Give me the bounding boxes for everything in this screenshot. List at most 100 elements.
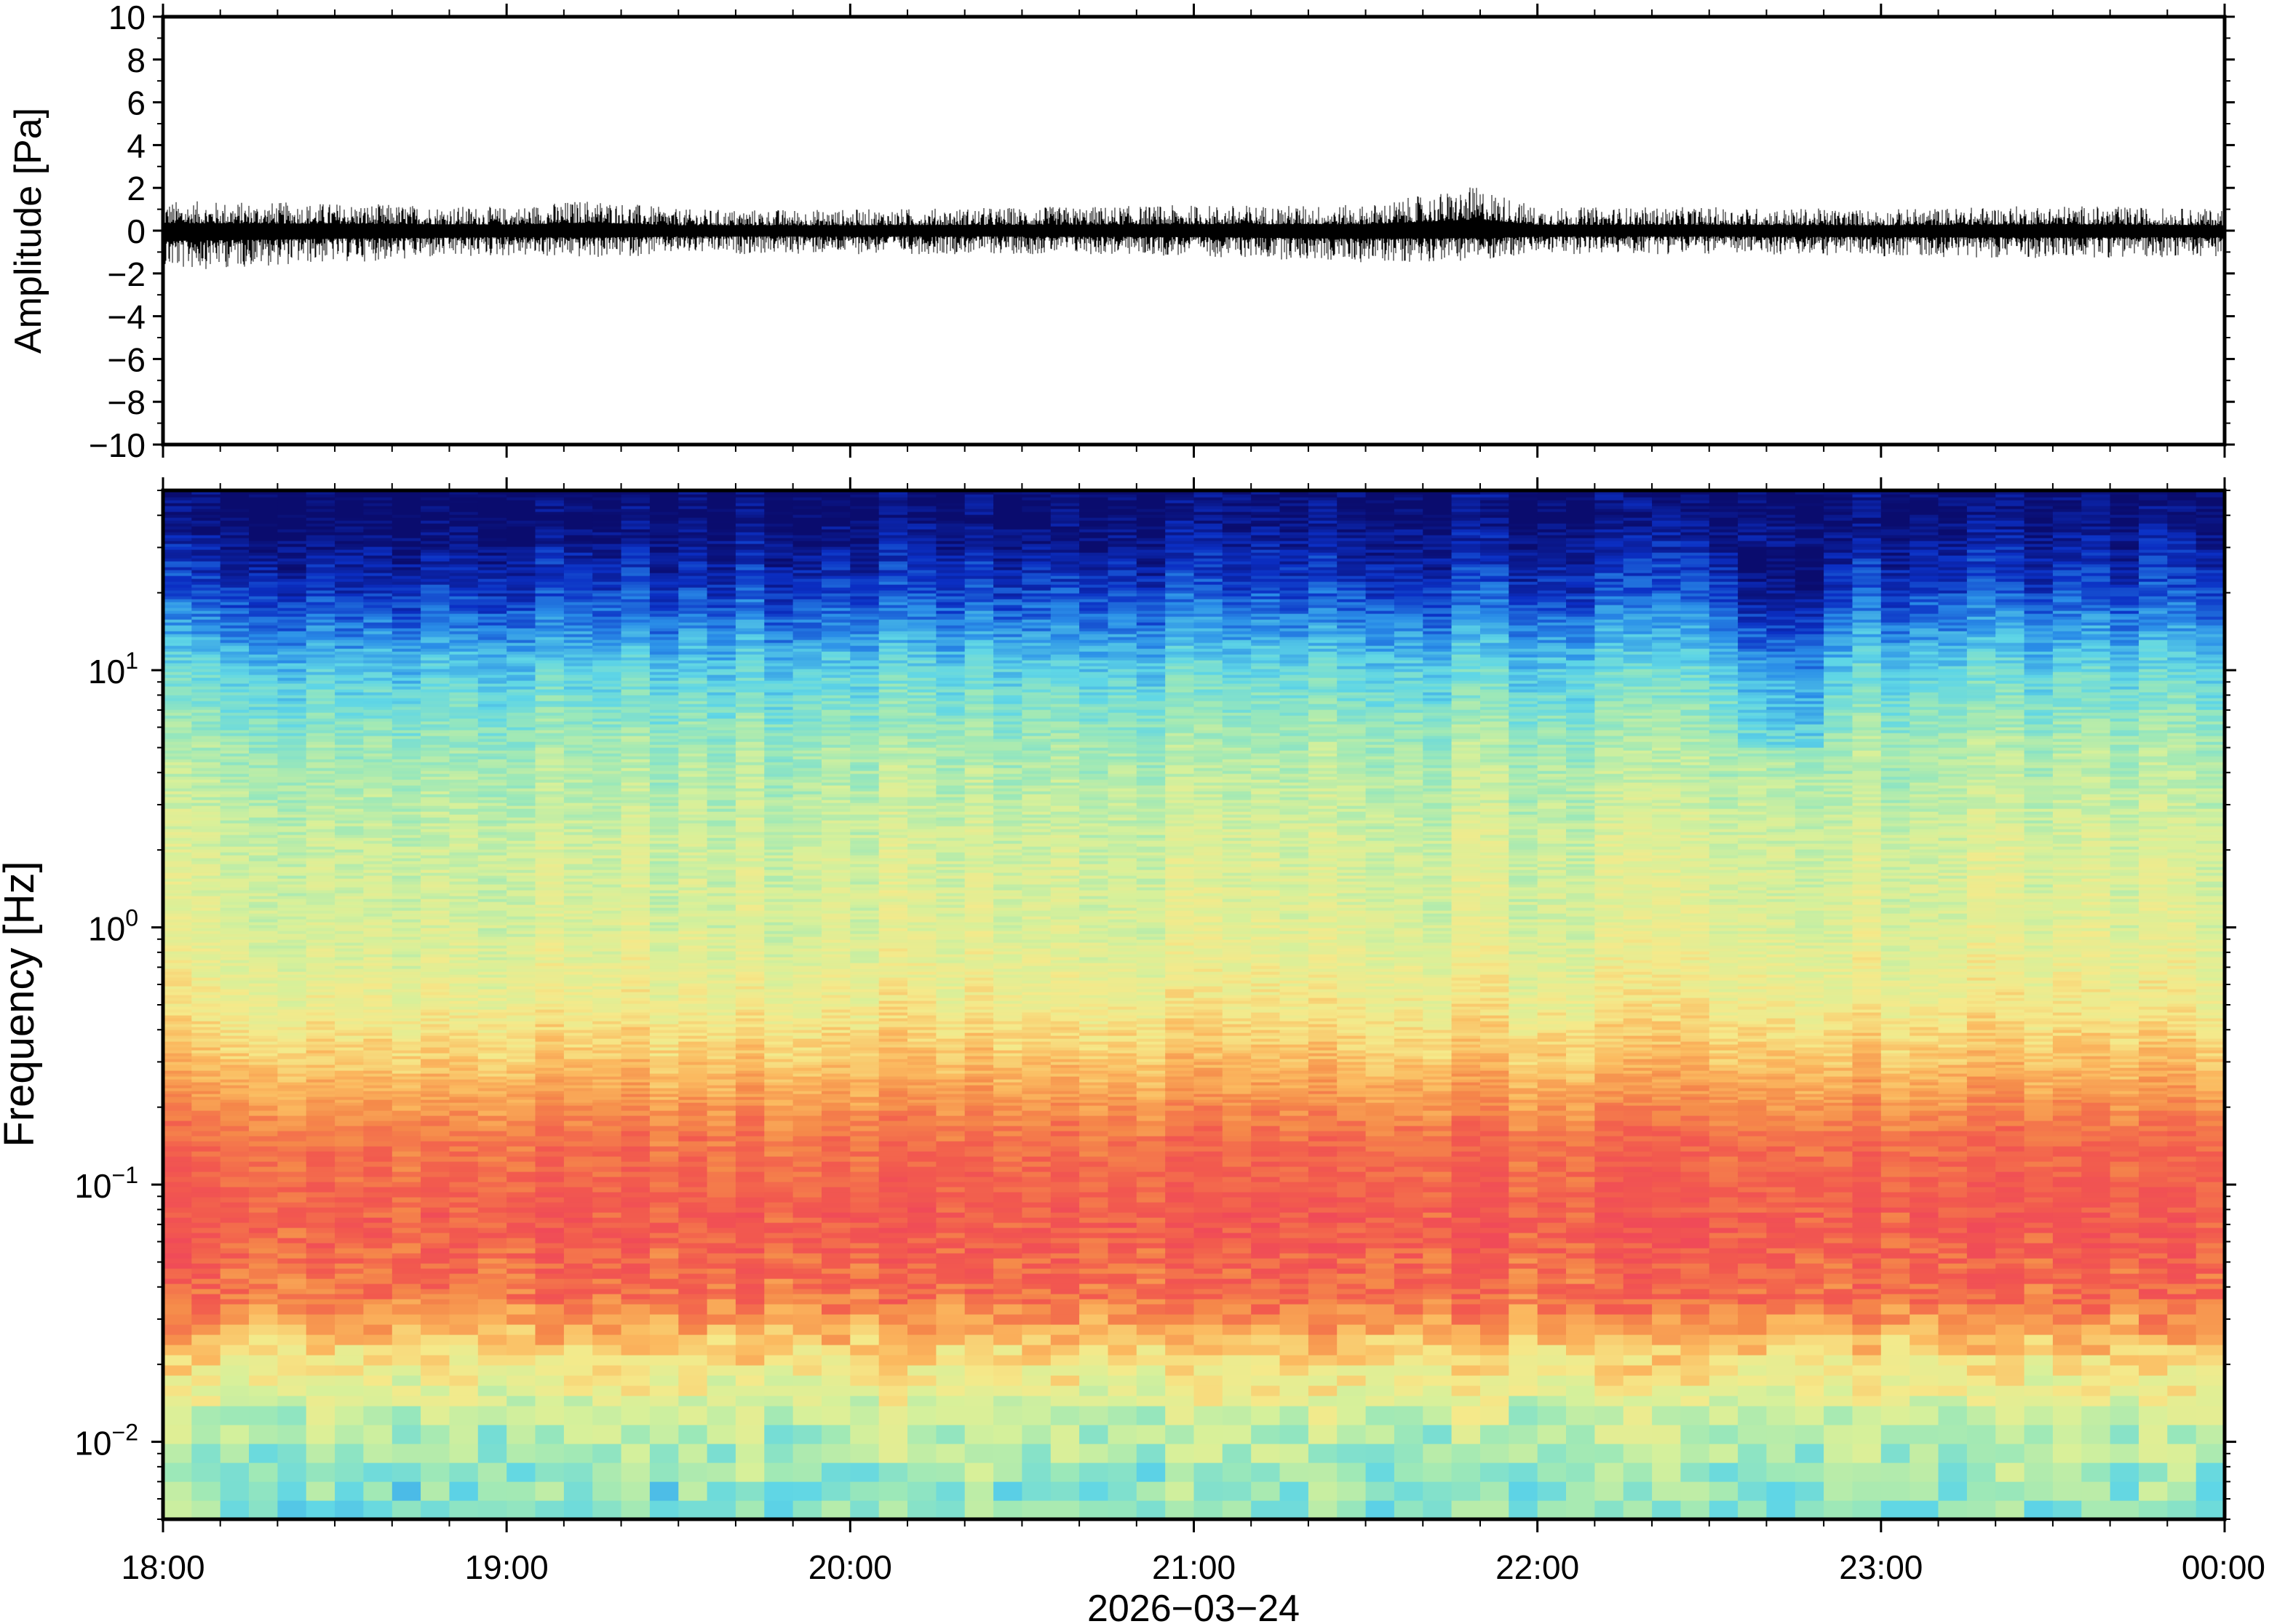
spectrogram-cell (478, 983, 507, 987)
spectrogram-cell (564, 858, 593, 861)
spectrogram-cell (650, 864, 679, 867)
spectrogram-cell (650, 1161, 679, 1167)
spectrogram-cell (564, 715, 593, 719)
spectrogram-cell (564, 736, 593, 739)
spectrogram-cell (335, 578, 364, 582)
spectrogram-cell (191, 925, 220, 928)
spectrogram-cell (220, 1233, 250, 1238)
spectrogram-cell (478, 951, 507, 955)
spectrogram-cell (421, 564, 450, 568)
spectrogram-cell (335, 832, 364, 835)
spectrogram-cell (277, 532, 306, 536)
spectrogram-cell (506, 645, 536, 649)
spectrogram-cell (335, 1238, 364, 1243)
spectrogram-cell (650, 832, 679, 835)
spectrogram-cell (363, 593, 392, 597)
spectrogram-cell (191, 800, 220, 803)
spectrogram-cell (249, 1462, 278, 1482)
amplitude-tick-label: 6 (127, 84, 146, 122)
spectrogram-cell (249, 622, 278, 626)
spectrogram-cell (249, 1041, 278, 1045)
spectrogram-cell (335, 541, 364, 544)
spectrogram-cell (678, 1258, 707, 1264)
spectrogram-cell (421, 602, 450, 605)
spectrogram-cell (249, 1177, 278, 1182)
spectrogram-cell (163, 730, 192, 733)
spectrogram-cell (163, 1258, 192, 1264)
spectrogram-cell (506, 616, 536, 620)
spectrogram-cell (163, 919, 192, 923)
spectrogram-cell (506, 613, 536, 617)
spectrogram-cell (450, 805, 479, 809)
spectrogram-cell (392, 506, 421, 509)
spectrogram-cell (592, 730, 621, 733)
spectrogram-cell (277, 570, 306, 573)
spectrogram-cell (163, 922, 192, 926)
spectrogram-cell (421, 951, 450, 955)
spectrogram-cell (450, 1047, 479, 1051)
spectrogram-cell (650, 674, 679, 678)
spectrogram-cell (564, 788, 593, 792)
spectrogram-cell (650, 797, 679, 800)
spectrogram-cell (306, 715, 335, 719)
spectrogram-cell (678, 1294, 707, 1299)
spectrogram-cell (249, 733, 278, 736)
spectrogram-cell (191, 1151, 220, 1157)
spectrogram-cell (363, 517, 392, 521)
spectrogram-cell (335, 1000, 364, 1004)
spectrogram-cell (220, 651, 250, 655)
spectrogram-cell (220, 1000, 250, 1004)
spectrogram-cell (478, 1345, 507, 1356)
spectrogram-cell (650, 1096, 679, 1100)
spectrogram-cell (277, 931, 306, 934)
spectrogram-cell (191, 1085, 220, 1088)
spectrogram-cell (191, 1059, 220, 1062)
spectrogram-cell (163, 1253, 192, 1259)
spectrogram-cell (621, 1182, 651, 1187)
spectrogram-cell (621, 625, 651, 629)
spectrogram-cell (277, 916, 306, 920)
spectrogram-cell (363, 660, 392, 664)
spectrogram-cell (249, 951, 278, 955)
spectrogram-cell (191, 1197, 220, 1203)
spectrogram-cell (478, 1227, 507, 1233)
spectrogram-cell (277, 928, 306, 931)
spectrogram-cell (363, 1096, 392, 1100)
spectrogram-cell (249, 840, 278, 844)
spectrogram-cell (392, 1110, 421, 1116)
spectrogram-cell (277, 1462, 306, 1482)
spectrogram-cell (335, 916, 364, 920)
spectrogram-cell (478, 619, 507, 623)
spectrogram-cell (621, 832, 651, 835)
spectrogram-cell (592, 596, 621, 600)
spectrogram-cell (277, 1006, 306, 1010)
spectrogram-cell (421, 1096, 450, 1100)
spectrogram-cell (536, 954, 565, 958)
spectrogram-cell (392, 913, 421, 917)
spectrogram-cell (621, 706, 651, 710)
spectrogram-cell (163, 791, 192, 795)
spectrogram-cell (678, 1314, 707, 1325)
spectrogram-cell (650, 840, 679, 844)
spectrogram-cell (506, 593, 536, 597)
spectrogram-cell (678, 1299, 707, 1305)
spectrogram-cell (163, 709, 192, 713)
spectrogram-cell (191, 1462, 220, 1482)
spectrogram-cell (564, 1365, 593, 1376)
spectrogram-cell (392, 677, 421, 681)
spectrogram-cell (536, 928, 565, 931)
spectrogram-cell (277, 1375, 306, 1386)
spectrogram-cell (650, 759, 679, 763)
spectrogram-cell (392, 608, 421, 611)
spectrogram-cell (621, 820, 651, 824)
spectrogram-cell (650, 654, 679, 658)
spectrogram-cell (363, 747, 392, 751)
spectrogram-cell (564, 966, 593, 969)
spectrogram-cell (249, 526, 278, 530)
spectrogram-cell (621, 925, 651, 928)
spectrogram-cell (249, 1171, 278, 1177)
spectrogram-cell (478, 1073, 507, 1077)
spectrogram-cell (536, 1009, 565, 1013)
spectrogram-cell (536, 1396, 565, 1406)
spectrogram-cell (478, 878, 507, 882)
